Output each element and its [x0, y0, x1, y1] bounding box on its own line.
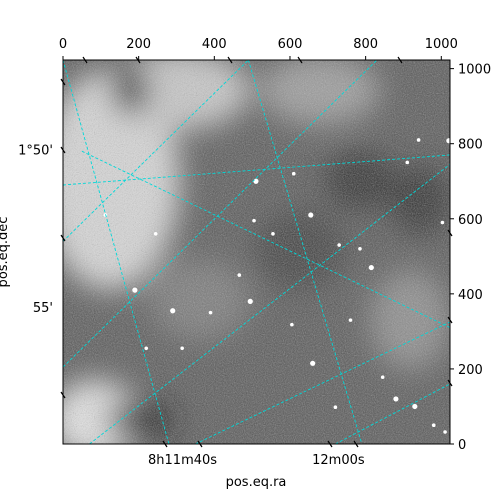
star-point: [333, 405, 338, 410]
ra-tick-label: 8h11m40s: [148, 453, 217, 468]
star-point: [368, 264, 374, 271]
star-point: [208, 310, 213, 315]
right-tick-label: 1000: [458, 63, 491, 78]
ra-grid-line: [63, 60, 378, 368]
ra-grid-line: [63, 60, 249, 242]
star-point: [271, 231, 275, 236]
star-point: [308, 212, 314, 218]
grid-crossing-tick: [162, 440, 168, 448]
star-point: [416, 138, 421, 142]
grid-crossing-tick: [297, 56, 303, 64]
star-point: [180, 346, 184, 351]
coordinate-grid: [63, 60, 450, 444]
dec-grid-line: [81, 150, 450, 329]
ra-grid-line: [89, 163, 450, 444]
right-tick-label: 0: [458, 438, 466, 453]
top-tick-label: 1000: [425, 37, 458, 52]
top-tick-label: 200: [126, 37, 151, 52]
grid-crossing-tick: [135, 56, 141, 64]
grid-crossing-tick: [60, 146, 66, 154]
grid-crossing-tick: [353, 440, 359, 448]
star-point: [170, 308, 176, 314]
grid-crossing-tick: [447, 316, 453, 324]
star-field: [103, 138, 450, 434]
star-point: [291, 171, 296, 176]
x-axis-label: pos.eq.ra: [226, 475, 287, 490]
grid-crossing-tick: [327, 440, 333, 448]
star-point: [132, 287, 138, 293]
sky-image: [63, 60, 450, 444]
right-tick-label: 600: [458, 213, 483, 228]
star-point: [443, 430, 447, 434]
star-point: [440, 220, 445, 225]
right-tick-label: 800: [458, 138, 483, 153]
star-point: [144, 346, 149, 351]
dec-tick-label: 1°50': [18, 143, 53, 158]
plot-frame: [62, 59, 451, 445]
grid-crossing-tick: [197, 440, 203, 448]
star-point: [446, 138, 450, 144]
grid-crossing-tick: [397, 56, 403, 64]
right-tick-label: 200: [458, 363, 483, 378]
top-tick-label: 400: [202, 37, 227, 52]
star-point: [253, 178, 259, 184]
star-point: [153, 231, 158, 236]
grid-crossing-tick: [447, 379, 453, 387]
star-point: [348, 318, 353, 322]
top-tick-label: 0: [59, 37, 67, 52]
star-point: [358, 247, 362, 251]
grid-crossing-tick: [447, 229, 453, 237]
star-point: [412, 403, 418, 410]
axis-ticks: [60, 56, 454, 448]
dec-tick-label: 55': [33, 301, 53, 316]
axis-tick-labels: 0 200 400 600 800 1000 0 200 400 600 800 1000 8h11m4…: [18, 37, 491, 468]
grid-crossing-tick: [60, 234, 66, 242]
top-tick-label: 800: [353, 37, 378, 52]
star-point: [431, 423, 436, 428]
dec-grid-line: [63, 60, 170, 444]
star-point: [237, 273, 242, 277]
ra-tick-label: 12m00s: [312, 453, 365, 468]
star-point: [337, 243, 341, 247]
star-point: [310, 360, 316, 366]
star-point: [380, 375, 385, 379]
right-tick-label: 400: [458, 288, 483, 303]
star-point: [405, 160, 410, 165]
grid-crossing-tick: [60, 391, 66, 399]
star-point: [252, 218, 256, 223]
y-axis-label: pos.eq.dec: [0, 217, 11, 288]
dec-grid-line: [247, 60, 363, 444]
star-point: [247, 298, 253, 304]
top-tick-label: 600: [278, 37, 303, 52]
star-point: [393, 396, 399, 402]
star-point: [290, 322, 294, 327]
grid-crossing-tick: [60, 78, 66, 86]
ra-grid-line: [195, 321, 450, 444]
grid-crossing-tick: [82, 56, 88, 64]
ra-grid-line: [335, 383, 450, 444]
grid-crossing-tick: [227, 56, 233, 64]
